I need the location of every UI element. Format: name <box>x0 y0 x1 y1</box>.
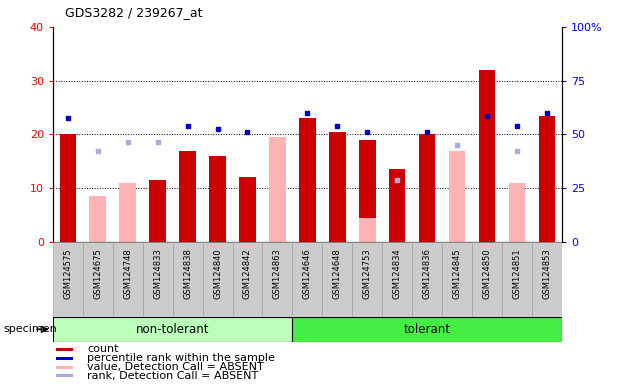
Bar <box>442 242 472 317</box>
Bar <box>239 177 256 242</box>
Text: GSM124850: GSM124850 <box>483 248 492 298</box>
Text: value, Detection Call = ABSENT: value, Detection Call = ABSENT <box>87 362 264 372</box>
Bar <box>539 116 555 242</box>
Text: GSM124833: GSM124833 <box>153 248 162 299</box>
Text: GSM124748: GSM124748 <box>123 248 132 299</box>
Bar <box>89 196 106 242</box>
Bar <box>53 242 83 317</box>
Bar <box>352 242 383 317</box>
Bar <box>112 242 143 317</box>
Text: GSM124648: GSM124648 <box>333 248 342 299</box>
Text: GSM124675: GSM124675 <box>93 248 102 299</box>
Bar <box>53 317 292 342</box>
Bar <box>56 366 73 369</box>
Bar <box>56 357 73 360</box>
Bar <box>419 134 435 242</box>
Bar <box>359 140 376 242</box>
Bar <box>292 317 562 342</box>
Bar <box>322 242 352 317</box>
Text: tolerant: tolerant <box>404 323 451 336</box>
Text: GSM124853: GSM124853 <box>543 248 551 299</box>
Text: GSM124845: GSM124845 <box>453 248 461 298</box>
Bar <box>449 151 465 242</box>
Text: GSM124863: GSM124863 <box>273 248 282 299</box>
Text: specimen: specimen <box>3 324 57 334</box>
Bar <box>83 242 112 317</box>
Bar <box>479 70 496 242</box>
Bar <box>60 134 76 242</box>
Text: GSM124834: GSM124834 <box>392 248 402 299</box>
Text: GSM124838: GSM124838 <box>183 248 192 299</box>
Text: non-tolerant: non-tolerant <box>136 323 209 336</box>
Bar <box>532 242 562 317</box>
Bar <box>56 348 73 351</box>
Bar <box>269 137 286 242</box>
Text: GSM124842: GSM124842 <box>243 248 252 298</box>
Text: percentile rank within the sample: percentile rank within the sample <box>87 353 275 363</box>
Bar <box>292 242 322 317</box>
Bar <box>263 242 292 317</box>
Text: GSM124646: GSM124646 <box>303 248 312 299</box>
Bar <box>412 242 442 317</box>
Bar <box>299 118 315 242</box>
Bar <box>383 242 412 317</box>
Text: GSM124753: GSM124753 <box>363 248 372 299</box>
Bar <box>150 180 166 242</box>
Bar <box>209 156 226 242</box>
Bar <box>173 242 202 317</box>
Bar <box>56 374 73 377</box>
Bar <box>472 242 502 317</box>
Bar <box>502 242 532 317</box>
Text: count: count <box>87 344 119 354</box>
Text: rank, Detection Call = ABSENT: rank, Detection Call = ABSENT <box>87 371 258 381</box>
Bar <box>179 151 196 242</box>
Text: GSM124836: GSM124836 <box>423 248 432 299</box>
Bar <box>359 218 376 242</box>
Bar <box>509 183 525 242</box>
Text: GSM124851: GSM124851 <box>512 248 522 298</box>
Text: GSM124840: GSM124840 <box>213 248 222 298</box>
Text: GDS3282 / 239267_at: GDS3282 / 239267_at <box>65 6 202 19</box>
Bar <box>389 169 406 242</box>
Text: GSM124575: GSM124575 <box>63 248 72 298</box>
Bar <box>119 183 136 242</box>
Bar <box>329 132 345 242</box>
Bar <box>143 242 173 317</box>
Bar <box>202 242 232 317</box>
Bar <box>232 242 263 317</box>
